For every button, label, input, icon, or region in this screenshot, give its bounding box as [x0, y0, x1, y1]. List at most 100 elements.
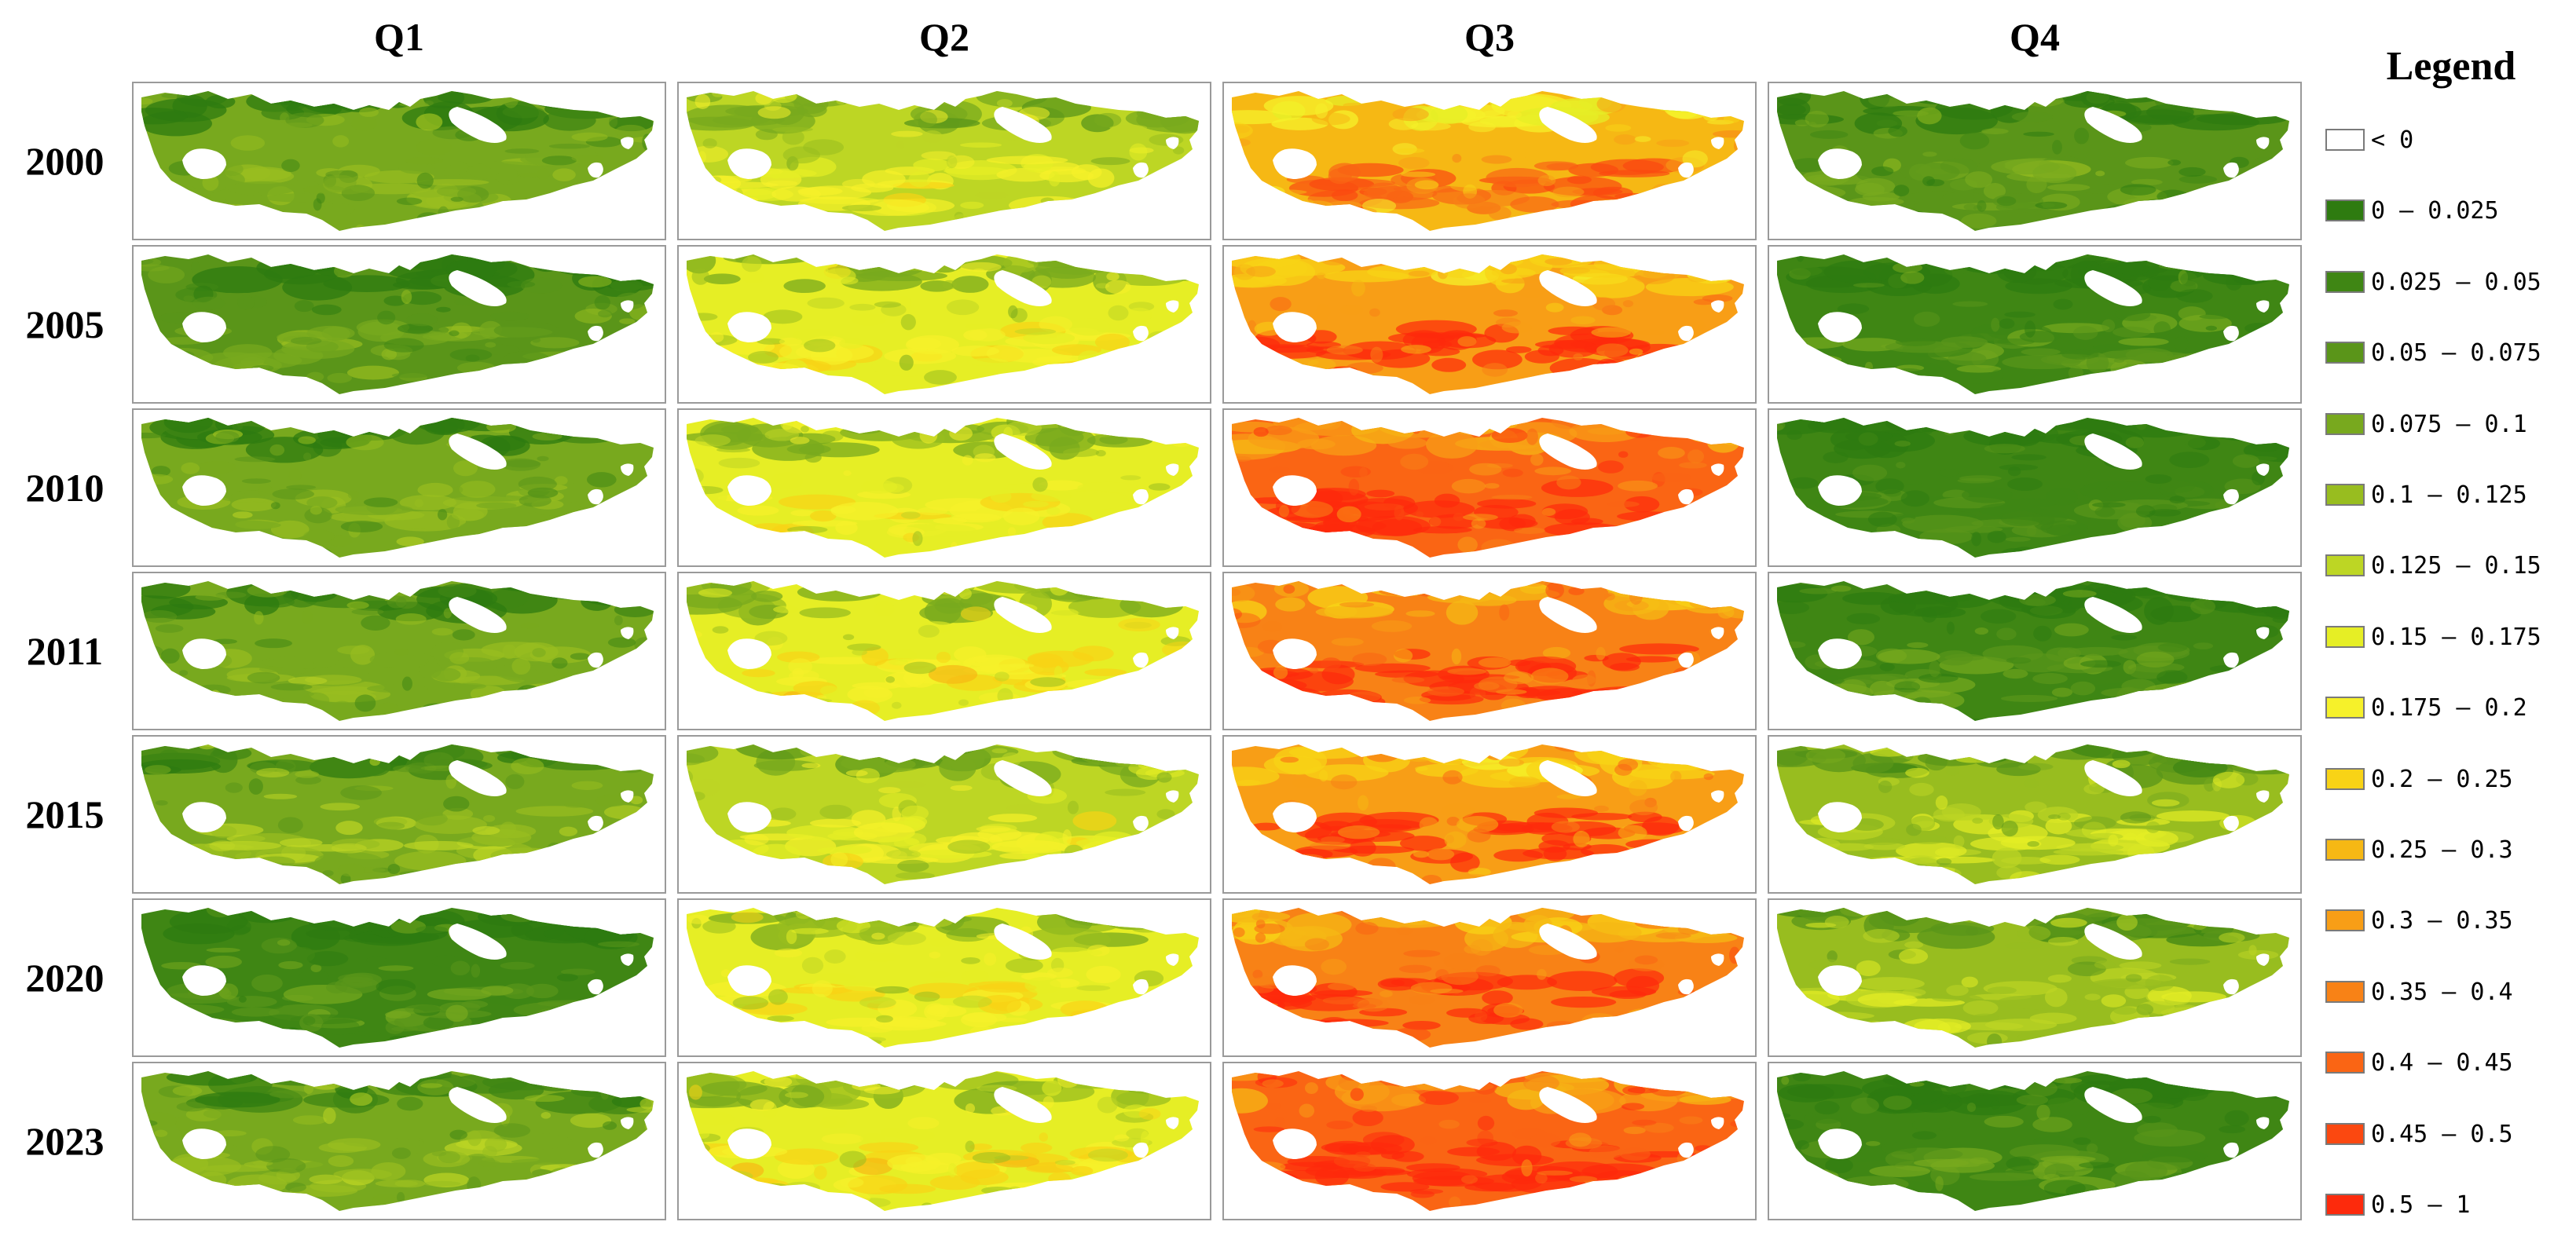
no-data-area-2	[588, 652, 603, 668]
map-panel-2020-q4	[1768, 898, 2302, 1057]
no-data-area-1	[449, 924, 507, 960]
no-data-area-1	[449, 760, 507, 796]
row-label-2011: 2011	[26, 629, 104, 673]
map-panel-2015-q2	[677, 735, 1211, 894]
legend-item: 0.125 — 0.15	[2325, 550, 2541, 581]
map-panel-2005-q2	[677, 245, 1211, 404]
map-canvas	[687, 91, 1199, 231]
no-data-area-3	[1711, 627, 1724, 639]
map-canvas	[687, 418, 1199, 558]
no-data-area-0	[182, 638, 226, 669]
no-data-area-0	[1273, 312, 1317, 342]
legend-label: 0.125 — 0.15	[2371, 551, 2541, 580]
no-data-area-3	[1166, 137, 1179, 149]
no-data-area-3	[1166, 790, 1179, 803]
map-panel-2011-q4	[1768, 572, 2302, 730]
map-panel-2005-q3	[1222, 245, 1757, 404]
map-panel-2015-q3	[1222, 735, 1757, 894]
no-data-area-1	[994, 597, 1052, 633]
row-label-2015: 2015	[25, 792, 104, 836]
map-panel-2011-q1	[132, 572, 666, 730]
no-data-area-1	[994, 1087, 1052, 1123]
no-data-area-1	[1539, 597, 1597, 633]
map-canvas	[1777, 1071, 2289, 1211]
no-data-area-2	[588, 978, 603, 995]
map-canvas	[141, 581, 654, 721]
no-data-area-1	[2084, 270, 2142, 306]
no-data-area-3	[621, 953, 634, 966]
legend-swatch	[2325, 981, 2365, 1003]
no-data-area-1	[449, 270, 507, 306]
no-data-area-0	[1273, 1128, 1317, 1159]
no-data-area-3	[2256, 627, 2270, 639]
no-data-area-3	[621, 790, 634, 803]
no-data-area-2	[1133, 1142, 1149, 1158]
legend-item: 0.35 — 0.4	[2325, 976, 2513, 1008]
row-label-2023: 2023	[25, 1119, 104, 1163]
no-data-area-1	[994, 270, 1052, 306]
no-data-area-1	[994, 433, 1052, 470]
map-canvas	[1232, 581, 1744, 721]
no-data-area-2	[2223, 325, 2239, 342]
map-canvas	[1777, 91, 2289, 231]
no-data-area-0	[727, 965, 771, 996]
no-data-area-2	[2223, 652, 2239, 668]
value-patches	[687, 91, 1199, 231]
no-data-area-0	[727, 148, 771, 179]
legend-swatch	[2325, 484, 2365, 506]
no-data-area-0	[1818, 802, 1862, 832]
map-canvas	[687, 581, 1199, 721]
map-panel-2023-q3	[1222, 1062, 1757, 1220]
map-canvas	[687, 908, 1199, 1048]
no-data-area-0	[1818, 638, 1862, 669]
legend-item: < 0	[2325, 124, 2413, 155]
no-data-area-2	[588, 815, 603, 832]
legend-item: 0.025 — 0.05	[2325, 266, 2541, 298]
no-data-area-2	[1133, 652, 1149, 668]
no-data-area-0	[1818, 312, 1862, 342]
no-data-area-0	[727, 475, 771, 506]
legend-title: Legend	[2386, 44, 2516, 89]
no-data-area-3	[621, 300, 634, 313]
no-data-area-2	[1133, 978, 1149, 995]
no-data-area-3	[1711, 137, 1724, 149]
legend-label: 0.5 — 1	[2371, 1191, 2471, 1219]
no-data-area-1	[449, 1087, 507, 1123]
map-panel-2000-q3	[1222, 82, 1757, 240]
legend-label: 0.45 — 0.5	[2371, 1120, 2513, 1148]
legend-label: 0.3 — 0.35	[2371, 906, 2513, 935]
no-data-area-1	[449, 433, 507, 470]
map-panel-2000-q1	[132, 82, 666, 240]
no-data-area-1	[449, 107, 507, 143]
legend-swatch	[2325, 129, 2365, 151]
map-canvas	[141, 91, 654, 231]
legend-swatch	[2325, 1052, 2365, 1074]
legend-swatch	[2325, 199, 2365, 221]
row-label-2000: 2000	[25, 139, 104, 183]
map-canvas	[687, 254, 1199, 394]
map-canvas	[141, 744, 654, 884]
no-data-area-1	[2084, 107, 2142, 143]
no-data-area-2	[1133, 325, 1149, 342]
no-data-area-2	[1678, 652, 1694, 668]
no-data-area-2	[588, 325, 603, 342]
no-data-area-1	[994, 107, 1052, 143]
no-data-area-2	[2223, 162, 2239, 178]
no-data-area-0	[182, 1128, 226, 1159]
column-header-q4: Q4	[2010, 15, 2060, 59]
no-data-area-2	[1678, 162, 1694, 178]
no-data-area-3	[1711, 1117, 1724, 1129]
legend-item: 0.1 — 0.125	[2325, 479, 2527, 510]
legend-item: 0.45 — 0.5	[2325, 1118, 2513, 1150]
no-data-area-1	[994, 924, 1052, 960]
legend-label: 0.075 — 0.1	[2371, 410, 2527, 438]
map-panel-2023-q2	[677, 1062, 1211, 1220]
map-panel-2000-q2	[677, 82, 1211, 240]
legend-item: 0.3 — 0.35	[2325, 905, 2513, 936]
legend-item: 0.05 — 0.075	[2325, 337, 2541, 368]
no-data-area-3	[1711, 463, 1724, 476]
no-data-area-1	[2084, 597, 2142, 633]
no-data-area-3	[2256, 1117, 2270, 1129]
no-data-area-0	[182, 802, 226, 832]
